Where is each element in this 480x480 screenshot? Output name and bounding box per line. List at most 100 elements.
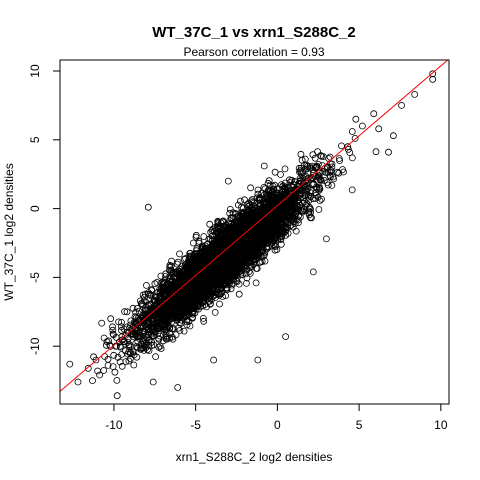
data-point (324, 163, 331, 171)
data-point (213, 229, 221, 236)
data-point (283, 187, 291, 195)
data-point (311, 154, 319, 162)
data-point (246, 269, 254, 277)
data-point (118, 362, 126, 370)
data-point (121, 308, 128, 316)
data-point (314, 148, 322, 156)
data-point (319, 168, 327, 176)
data-point (333, 168, 341, 176)
data-point (122, 331, 130, 339)
data-point (227, 214, 235, 222)
data-point (150, 323, 158, 331)
data-point (159, 278, 167, 286)
data-point (207, 289, 215, 297)
data-point (269, 235, 277, 243)
data-point (316, 197, 324, 205)
data-point (242, 279, 250, 287)
data-point (265, 243, 272, 251)
data-point (159, 280, 167, 288)
data-point (235, 212, 243, 219)
data-point (277, 205, 285, 213)
data-point (253, 194, 261, 202)
data-point (312, 191, 320, 199)
data-point (110, 331, 117, 339)
data-point (109, 326, 117, 334)
data-point (155, 343, 163, 351)
data-point (294, 203, 302, 211)
data-point (328, 163, 336, 171)
scatter-points (66, 70, 437, 400)
data-point (102, 341, 110, 349)
data-point (319, 153, 327, 161)
data-point (118, 326, 125, 334)
data-point (196, 302, 204, 310)
data-point (290, 181, 298, 189)
data-point (226, 205, 234, 213)
data-point (98, 319, 106, 327)
data-point (302, 191, 310, 199)
data-point (217, 289, 225, 297)
data-point (235, 290, 243, 298)
data-point (273, 189, 281, 197)
data-point (289, 223, 297, 231)
data-point (176, 250, 183, 258)
data-point (281, 217, 289, 225)
data-point (291, 186, 299, 194)
data-point (318, 195, 325, 203)
data-point (245, 268, 253, 276)
data-point (186, 252, 194, 260)
data-point (335, 169, 343, 177)
data-point (192, 231, 200, 239)
data-point (157, 272, 165, 280)
data-point (216, 300, 223, 308)
data-point (133, 304, 141, 312)
data-point (142, 281, 150, 289)
data-point (131, 327, 139, 335)
data-point (271, 181, 279, 189)
data-point (118, 318, 125, 326)
data-point (148, 338, 156, 346)
data-point (153, 278, 161, 286)
data-point (208, 227, 216, 235)
data-point (200, 317, 208, 325)
data-point (265, 202, 273, 210)
data-point (133, 343, 141, 350)
data-point (271, 246, 279, 254)
data-point (110, 351, 118, 359)
data-point (167, 266, 175, 274)
data-point (174, 258, 182, 266)
data-point (277, 240, 285, 248)
data-point (271, 168, 279, 176)
data-point (307, 208, 315, 216)
data-point (302, 201, 310, 209)
data-point (318, 162, 326, 169)
data-point (172, 331, 180, 339)
data-point (199, 293, 207, 301)
data-point (125, 357, 133, 365)
data-point (230, 272, 238, 280)
data-point (309, 151, 317, 159)
data-point (189, 239, 197, 247)
data-point (196, 262, 204, 270)
data-point (127, 317, 135, 325)
data-point (206, 220, 214, 228)
data-point (348, 186, 356, 194)
data-point (237, 260, 245, 268)
data-point (289, 213, 297, 221)
data-point (146, 301, 153, 308)
data-point (219, 218, 226, 225)
data-point (239, 204, 247, 212)
data-point (168, 257, 176, 265)
data-point (131, 313, 139, 321)
data-point (146, 290, 154, 298)
data-point (285, 212, 293, 220)
data-point (89, 377, 96, 385)
data-point (130, 361, 138, 369)
data-point (211, 308, 219, 316)
data-point (217, 224, 225, 232)
data-point (315, 206, 323, 213)
data-point (206, 300, 214, 308)
data-point (248, 199, 256, 206)
data-point (126, 324, 134, 332)
data-point (226, 277, 234, 285)
